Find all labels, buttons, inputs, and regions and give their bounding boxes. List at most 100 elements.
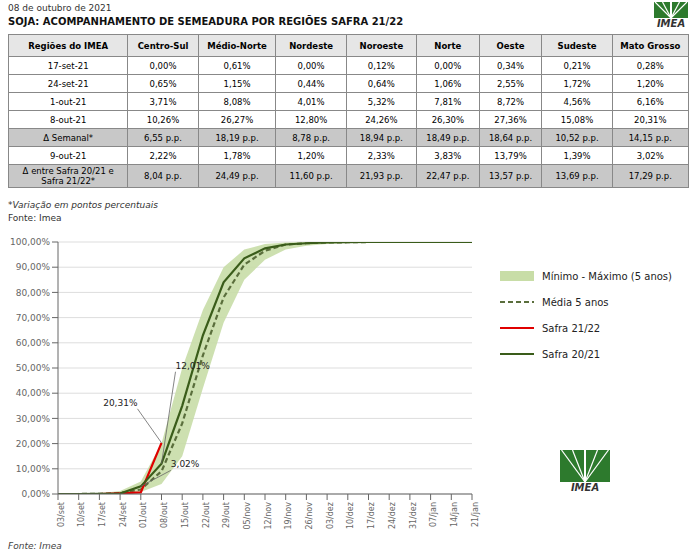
svg-text:05/nov: 05/nov: [243, 502, 252, 530]
svg-text:20,00%: 20,00%: [16, 439, 51, 449]
html-text:0,64%: 0,64%: [367, 78, 395, 89]
html-text:18,64 p.p.: 18,64 p.p.: [488, 132, 533, 143]
html-text:6,16%: 6,16%: [636, 96, 664, 107]
svg-text:03/dez: 03/dez: [326, 502, 335, 529]
html-text:Δ Semanal*: Δ Semanal*: [43, 132, 94, 143]
html-text:24-set-21: 24-set-21: [47, 78, 89, 89]
html-text:Oeste: Oeste: [496, 40, 525, 51]
html-text:1,72%: 1,72%: [563, 78, 591, 89]
html-text:2,55%: 2,55%: [497, 78, 524, 89]
svg-text:60,00%: 60,00%: [16, 338, 51, 348]
html-text:Sudeste: Sudeste: [557, 40, 597, 51]
html-text:1,78%: 1,78%: [223, 150, 251, 161]
svg-text:12,01%: 12,01%: [176, 361, 211, 371]
svg-text:24/dez: 24/dez: [388, 502, 397, 529]
html-text:Mínimo - Máximo (5 anos): Mínimo - Máximo (5 anos): [542, 270, 672, 282]
html-text:10,52 p.p.: 10,52 p.p.: [555, 132, 599, 143]
html-text:0,00%: 0,00%: [434, 60, 462, 71]
svg-text:17/set: 17/set: [98, 502, 107, 527]
html-text:1,15%: 1,15%: [223, 78, 251, 89]
html-text:Mato Grosso: Mato Grosso: [620, 40, 681, 51]
html-text:SOJA: ACOMPANHAMENTO DE SEMEAD: SOJA: ACOMPANHAMENTO DE SEMEADURA POR RE…: [8, 16, 404, 27]
html-text:18,94 p.p.: 18,94 p.p.: [359, 132, 403, 143]
html-text:27,36%: 27,36%: [494, 114, 527, 125]
html-text:Regiões do IMEA: Regiões do IMEA: [28, 40, 109, 51]
svg-text:90,00%: 90,00%: [16, 262, 51, 272]
html-text:5,32%: 5,32%: [367, 96, 395, 107]
html-text:4,56%: 4,56%: [563, 96, 591, 107]
html-text:Nordeste: Nordeste: [289, 40, 333, 51]
html-text:8,78 p.p.: 8,78 p.p.: [292, 132, 330, 143]
svg-text:07/jan: 07/jan: [429, 502, 438, 527]
html-text:0,12%: 0,12%: [367, 60, 395, 71]
html-text:0,34%: 0,34%: [497, 60, 524, 71]
html-text:10,26%: 10,26%: [146, 114, 180, 125]
html-text:12,80%: 12,80%: [294, 114, 328, 125]
html-text:Safra 20/21: Safra 20/21: [542, 348, 601, 360]
svg-text:10,00%: 10,00%: [16, 464, 51, 474]
svg-text:14/jan: 14/jan: [450, 502, 459, 527]
html-text:7,81%: 7,81%: [434, 96, 462, 107]
svg-text:01/out: 01/out: [139, 502, 148, 528]
svg-text:40,00%: 40,00%: [16, 388, 51, 398]
html-text:1,20%: 1,20%: [297, 150, 325, 161]
svg-text:12/nov: 12/nov: [264, 502, 273, 530]
html-text:Médio-Norte: Médio-Norte: [207, 40, 267, 51]
html-text:6,55 p.p.: 6,55 p.p.: [144, 132, 182, 143]
html-text:Centro-Sul: Centro-Sul: [137, 40, 189, 51]
svg-text:3,02%: 3,02%: [171, 459, 200, 469]
html-text:Norte: Norte: [434, 40, 462, 51]
svg-text:30,00%: 30,00%: [16, 414, 51, 424]
html-text:18,19 p.p.: 18,19 p.p.: [215, 132, 259, 143]
svg-text:10/set: 10/set: [77, 502, 86, 527]
html-text:IMEA: IMEA: [656, 18, 686, 29]
html-text:14,15 p.p.: 14,15 p.p.: [628, 132, 672, 143]
svg-text:08/out: 08/out: [160, 502, 169, 528]
html-text:20,31%: 20,31%: [634, 114, 667, 125]
html-text:26,30%: 26,30%: [431, 114, 464, 125]
html-text:0,28%: 0,28%: [636, 60, 664, 71]
html-text:Média 5 anos: Média 5 anos: [542, 296, 609, 308]
html-text:17-set-21: 17-set-21: [47, 60, 89, 71]
html-text:15,08%: 15,08%: [560, 114, 594, 125]
html-text:0,65%: 0,65%: [149, 78, 177, 89]
svg-text:15/out: 15/out: [181, 502, 190, 528]
svg-text:24/set: 24/set: [119, 502, 128, 527]
html-text:0,00%: 0,00%: [297, 60, 325, 71]
html-text:0,00%: 0,00%: [149, 60, 177, 71]
html-text:3,71%: 3,71%: [149, 96, 177, 107]
html-text:18,49 p.p.: 18,49 p.p.: [426, 132, 470, 143]
svg-text:19/nov: 19/nov: [284, 502, 293, 530]
html-text:0,61%: 0,61%: [223, 60, 251, 71]
html-text:24,26%: 24,26%: [365, 114, 398, 125]
html-text:8,08%: 8,08%: [223, 96, 251, 107]
svg-text:80,00%: 80,00%: [16, 288, 51, 298]
html-text:1,06%: 1,06%: [434, 78, 462, 89]
svg-text:26/nov: 26/nov: [305, 502, 314, 530]
svg-text:100,00%: 100,00%: [10, 237, 50, 247]
svg-text:0,00%: 0,00%: [21, 489, 50, 499]
html-text:Safra 21/22: Safra 21/22: [542, 322, 601, 334]
svg-text:17/dez: 17/dez: [367, 502, 376, 529]
svg-text:20,31%: 20,31%: [103, 398, 138, 408]
html-text:0,44%: 0,44%: [297, 78, 325, 89]
svg-text:22/out: 22/out: [202, 502, 211, 528]
svg-text:21/jan: 21/jan: [471, 502, 480, 527]
svg-text:10/dez: 10/dez: [346, 502, 355, 529]
svg-text:50,00%: 50,00%: [16, 363, 51, 373]
html-text:8-out-21: 8-out-21: [50, 114, 87, 125]
html-text:26,27%: 26,27%: [220, 114, 254, 125]
html-text:4,01%: 4,01%: [297, 96, 325, 107]
svg-text:29/out: 29/out: [222, 502, 231, 528]
html-text:8,72%: 8,72%: [497, 96, 524, 107]
html-text:0,21%: 0,21%: [563, 60, 591, 71]
html-text:2,22%: 2,22%: [149, 150, 177, 161]
svg-text:31/dez: 31/dez: [409, 502, 418, 529]
svg-text:03/set: 03/set: [57, 502, 66, 527]
html-text:1-out-21: 1-out-21: [50, 96, 87, 107]
html-text:9-out-21: 9-out-21: [50, 150, 87, 161]
svg-text:70,00%: 70,00%: [16, 313, 51, 323]
html-text:Noroeste: Noroeste: [359, 40, 404, 51]
html-text:Δ entre Safra 20/21 e Safra 21: Δ entre Safra 20/21 e Safra 21/22*: [22, 166, 114, 186]
html-text:1,20%: 1,20%: [636, 78, 664, 89]
